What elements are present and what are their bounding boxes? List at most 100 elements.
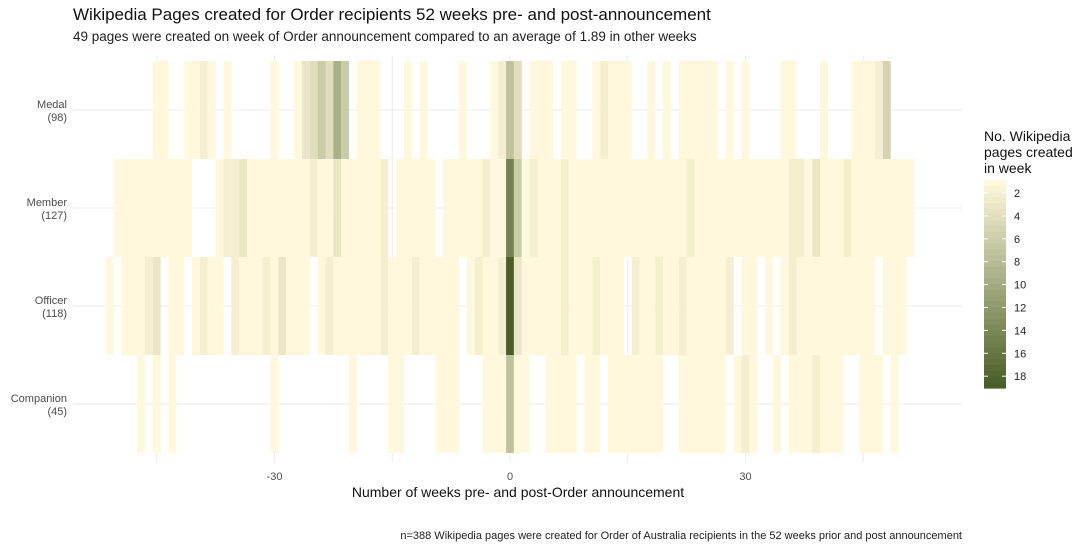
heatmap-cell — [568, 61, 577, 159]
heatmap-cell — [309, 61, 318, 159]
legend-color-step — [984, 260, 1006, 268]
heatmap-cell — [168, 159, 177, 257]
heatmap-cell — [725, 159, 734, 257]
heatmap-cell — [419, 61, 428, 159]
heatmap-cell — [239, 257, 248, 355]
heatmap-cell — [482, 257, 491, 355]
heatmap-cell — [843, 159, 852, 257]
heatmap-cell — [490, 257, 499, 355]
heatmap-cell — [725, 257, 734, 355]
heatmap-cell — [749, 159, 758, 257]
heatmap-cell — [568, 355, 577, 453]
heatmap-cell — [780, 159, 789, 257]
heatmap-cell — [254, 159, 263, 257]
heatmap-cell — [835, 257, 844, 355]
heatmap-cell — [686, 355, 695, 453]
heatmap-cell — [247, 159, 255, 257]
legend-color-step — [984, 185, 1006, 193]
heatmap-cell — [867, 355, 876, 453]
heatmap-cell — [592, 159, 601, 257]
heatmap-cell — [270, 61, 279, 159]
heatmap-cell — [506, 159, 514, 257]
heatmap-cell — [325, 61, 334, 159]
heatmap-cell — [286, 159, 295, 257]
legend-color-step — [984, 324, 1006, 331]
x-axis-ticks: -30 0 30 — [267, 471, 752, 483]
heatmap-cell — [835, 159, 844, 257]
legend-color-step — [984, 220, 1006, 227]
heatmap-cell — [207, 61, 216, 159]
legend-color-step — [984, 191, 1006, 198]
heatmap-cell — [152, 355, 161, 453]
heatmap-cell — [608, 257, 616, 355]
legend-color-step — [984, 278, 1006, 285]
heatmap-cell — [419, 257, 428, 355]
legend-color-step — [984, 359, 1006, 366]
heatmap-cell — [631, 257, 640, 355]
heatmap-cell — [647, 257, 656, 355]
heatmap-cell — [419, 159, 428, 257]
heatmap-cell — [678, 61, 687, 159]
legend-color-step — [984, 197, 1006, 204]
heatmap-cell — [513, 159, 522, 257]
x-axis-title: Number of weeks pre- and post-Order anno… — [352, 484, 684, 500]
legend-label: 18 — [1014, 371, 1026, 383]
heatmap-cell — [584, 159, 593, 257]
heatmap-cell — [820, 257, 828, 355]
x-tick-label: 0 — [507, 471, 513, 483]
heatmap-cell — [741, 61, 750, 159]
legend-color-step — [984, 284, 1006, 291]
legend-color-step — [984, 255, 1006, 262]
legend-color-step — [984, 208, 1006, 216]
heatmap-cell — [733, 355, 742, 453]
heatmap-cell — [663, 61, 671, 159]
heatmap-cell — [702, 257, 711, 355]
heatmap-cell — [804, 257, 813, 355]
heatmap-cell — [867, 257, 876, 355]
heatmap-cell — [765, 257, 773, 355]
legend-color-step — [984, 376, 1006, 383]
heatmap-cell — [812, 355, 821, 453]
legend-color-step — [984, 347, 1006, 354]
heatmap-cell — [160, 159, 169, 257]
heatmap-cell — [780, 61, 789, 159]
heatmap-cell — [270, 355, 279, 453]
heatmap-cell — [765, 159, 773, 257]
heatmap-cell — [356, 257, 365, 355]
legend-label: 10 — [1014, 280, 1026, 292]
heatmap-cell — [615, 257, 624, 355]
heatmap-cell — [898, 159, 907, 257]
heatmap-cell — [435, 355, 444, 453]
heatmap-cell — [741, 257, 750, 355]
heatmap-cell — [710, 355, 719, 453]
heatmap-cell — [890, 159, 899, 257]
y-label-officer: Officer — [35, 295, 68, 307]
heatmap-cell — [184, 61, 193, 159]
heatmap-cell — [341, 61, 350, 159]
heatmap-cell — [859, 159, 868, 257]
heatmap-cell — [144, 159, 153, 257]
heatmap-cell — [859, 61, 868, 159]
legend-color-step — [984, 243, 1006, 250]
heatmap-cell — [435, 257, 444, 355]
heatmap-cell — [820, 61, 828, 159]
heatmap-cell — [788, 257, 797, 355]
heatmap-cell — [741, 355, 750, 453]
heatmap-cell — [529, 61, 538, 159]
heatmap-cell — [443, 355, 452, 453]
heatmap-cell — [882, 257, 891, 355]
heatmap-cell — [325, 257, 334, 355]
heatmap-cell — [152, 61, 161, 159]
heatmap-cell — [561, 159, 569, 257]
heatmap-cell — [592, 355, 601, 453]
heatmap-cell — [788, 159, 797, 257]
heatmap-cell — [152, 257, 161, 355]
heatmap-cell — [615, 355, 624, 453]
heatmap-cell — [772, 159, 781, 257]
heatmap-cell — [404, 159, 412, 257]
heatmap-cell — [396, 257, 405, 355]
heatmap-cell — [192, 257, 200, 355]
heatmap-cell — [301, 159, 310, 257]
